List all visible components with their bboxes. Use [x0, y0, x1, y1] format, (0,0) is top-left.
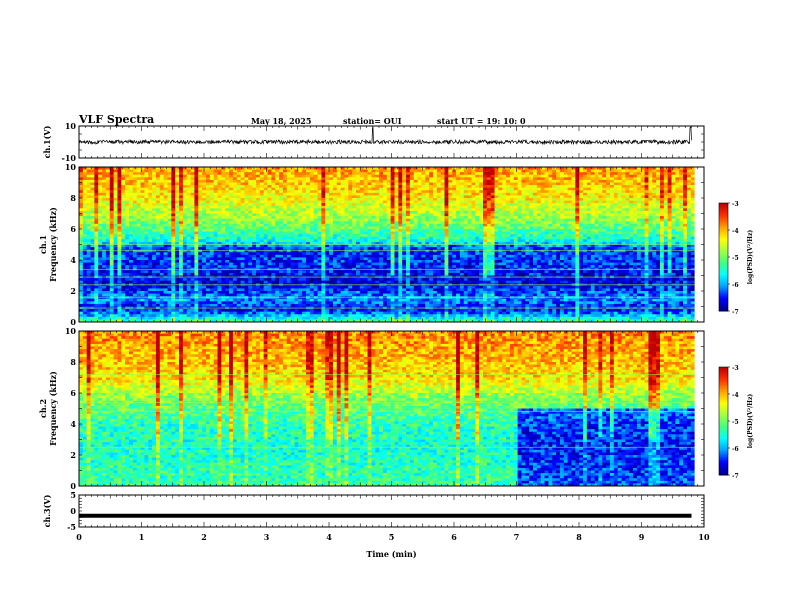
colorbar-layer: -3 -4 -5 -6 -7 log(PSD)(V²/Hz) -3 -4 -5 -6 -7 log(P… [719, 201, 754, 480]
y-axis-label: Frequency (kHz) [48, 371, 58, 446]
y-tick-label: 8 [70, 193, 76, 203]
ch2-colorbar: -3 -4 -5 -6 -7 log(PSD)(V²/Hz) [719, 365, 754, 480]
colorbar-tick-label: -6 [732, 282, 739, 289]
y-tick-label: 0 [70, 506, 76, 516]
x-tick-label: 2 [201, 532, 207, 542]
ch1-colorbar: -3 -4 -5 -6 -7 log(PSD)(V²/Hz) [719, 201, 754, 316]
x-axis-title: Time (min) [366, 549, 416, 559]
colorbar-tick-label: -3 [732, 201, 739, 208]
y-axis-label: ch.1(V) [42, 125, 52, 158]
y-axis-label: ch.2 [38, 399, 48, 418]
ch2-spectrogram-image [79, 331, 704, 486]
x-tick-label: 9 [639, 532, 645, 542]
y-tick-label: 10 [65, 162, 77, 172]
y-tick-label: 2 [70, 286, 76, 296]
ch1-spectrogram-image [79, 167, 704, 322]
y-tick-label: 10 [65, 326, 77, 336]
ch1-waveform-trace [79, 127, 692, 144]
x-tick-label: 6 [451, 532, 457, 542]
y-tick-label: 4 [70, 419, 76, 429]
colorbar-tick-label: -4 [732, 228, 739, 235]
y-tick-label: 8 [70, 357, 76, 367]
colorbar-tick-label: -7 [732, 309, 739, 316]
x-tick-label: 8 [576, 532, 582, 542]
y-axis-label: Frequency (kHz) [48, 207, 58, 282]
x-tick-label: 1 [139, 532, 145, 542]
x-tick-label: 0 [76, 532, 82, 542]
colorbar-label: log(PSD)(V²/Hz) [747, 230, 754, 285]
x-tick-label: 10 [698, 532, 710, 542]
y-tick-label: 5 [70, 490, 76, 500]
y-axis-label: ch.1 [38, 235, 48, 254]
y-tick-label: 2 [70, 450, 76, 460]
y-tick-label: 4 [70, 255, 76, 265]
colorbar-tick-label: -3 [732, 365, 739, 372]
x-tick-label: 3 [264, 532, 270, 542]
vlf-figure: 10-10ch.1(V)0246810ch.1 Frequency (kHz)02… [0, 0, 792, 612]
y-tick-label: 10 [65, 121, 77, 131]
x-tick-label: 5 [389, 532, 395, 542]
colorbar-tick-label: -5 [732, 419, 739, 426]
colorbar-tick-label: -7 [732, 473, 739, 480]
colorbar-tick-label: -5 [732, 255, 739, 262]
colorbar-tick-label: -6 [732, 446, 739, 453]
colorbar-label: log(PSD)(V²/Hz) [747, 394, 754, 449]
y-tick-label: -5 [67, 522, 76, 532]
y-axis-label: ch.3(V) [42, 494, 52, 527]
colorbar-tick-label: -4 [732, 392, 739, 399]
x-tick-label: 7 [514, 532, 520, 542]
spectrogram-layer [79, 167, 704, 486]
y-tick-label: 6 [70, 388, 76, 398]
x-tick-label: 4 [326, 532, 332, 542]
y-tick-label: 6 [70, 224, 76, 234]
